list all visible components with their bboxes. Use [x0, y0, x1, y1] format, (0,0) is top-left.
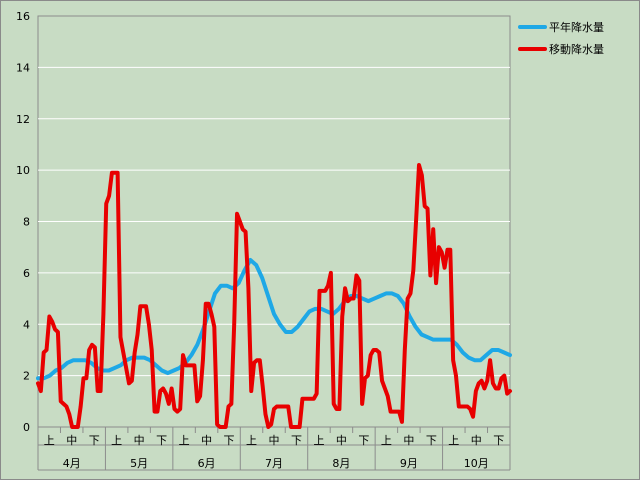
period-label: 上 — [111, 434, 122, 447]
y-tick-label: 14 — [16, 61, 30, 74]
month-label: 5月 — [130, 457, 148, 470]
series-line-1 — [36, 162, 512, 429]
axes: 0246810121416上中下4月上中下5月上中下6月上中下7月上中下8月上中… — [16, 10, 511, 471]
period-label: 上 — [313, 434, 324, 447]
y-tick-label: 12 — [16, 113, 30, 126]
period-label: 下 — [224, 434, 235, 447]
period-label: 上 — [381, 434, 392, 447]
month-label: 8月 — [332, 457, 350, 470]
period-label: 中 — [66, 434, 77, 447]
y-tick-label: 6 — [23, 267, 30, 280]
y-tick-label: 16 — [16, 10, 30, 23]
period-label: 上 — [246, 434, 257, 447]
period-label: 下 — [156, 434, 167, 447]
period-label: 下 — [291, 434, 302, 447]
period-label: 中 — [471, 434, 482, 447]
month-label: 7月 — [265, 457, 283, 470]
y-tick-label: 8 — [23, 216, 30, 229]
period-label: 中 — [201, 434, 212, 447]
month-label: 4月 — [63, 457, 81, 470]
month-label: 6月 — [198, 457, 216, 470]
y-tick-label: 10 — [16, 164, 30, 177]
legend-label-1: 移動降水量 — [549, 42, 604, 56]
period-label: 上 — [179, 434, 190, 447]
period-label: 上 — [44, 434, 55, 447]
period-label: 中 — [134, 434, 145, 447]
period-label: 中 — [269, 434, 280, 447]
plot-area — [37, 15, 511, 428]
period-label: 下 — [358, 434, 369, 447]
y-tick-label: 0 — [23, 421, 30, 434]
period-label: 上 — [448, 434, 459, 447]
y-tick-label: 2 — [23, 370, 30, 383]
period-label: 下 — [493, 434, 504, 447]
month-label: 9月 — [400, 457, 418, 470]
y-tick-label: 4 — [23, 318, 30, 331]
period-label: 下 — [426, 434, 437, 447]
series-line-0 — [36, 258, 512, 381]
period-label: 下 — [89, 434, 100, 447]
series-lines — [36, 162, 512, 429]
month-label: 10月 — [464, 457, 489, 470]
period-label: 中 — [336, 434, 347, 447]
period-label: 中 — [403, 434, 414, 447]
legend-label-0: 平年降水量 — [549, 20, 604, 34]
